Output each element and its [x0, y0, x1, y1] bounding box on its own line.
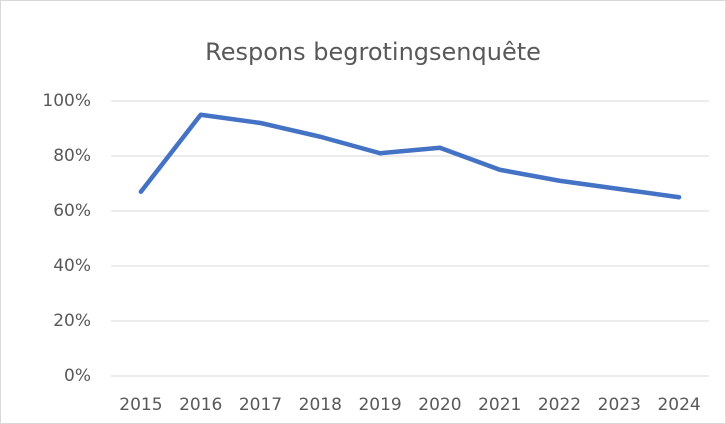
x-tick-label: 2020	[418, 395, 461, 415]
x-tick-label: 2015	[119, 395, 162, 415]
x-tick-label: 2023	[598, 395, 641, 415]
chart-title: Respons begrotingsenquête	[205, 38, 541, 66]
x-tick-label: 2018	[299, 395, 342, 415]
y-tick-label: 80%	[53, 146, 91, 166]
x-tick-label: 2019	[358, 395, 401, 415]
y-tick-label: 20%	[53, 311, 91, 331]
y-tick-label: 0%	[64, 366, 91, 386]
y-tick-label: 100%	[42, 91, 91, 111]
line-series	[138, 112, 682, 200]
x-tick-label: 2021	[478, 395, 521, 415]
x-tick-label: 2017	[239, 395, 282, 415]
y-tick-label: 60%	[53, 201, 91, 221]
x-tick-label: 2024	[657, 395, 700, 415]
x-tick-label: 2022	[538, 395, 581, 415]
y-tick-label: 40%	[53, 256, 91, 276]
x-tick-label: 2016	[179, 395, 222, 415]
